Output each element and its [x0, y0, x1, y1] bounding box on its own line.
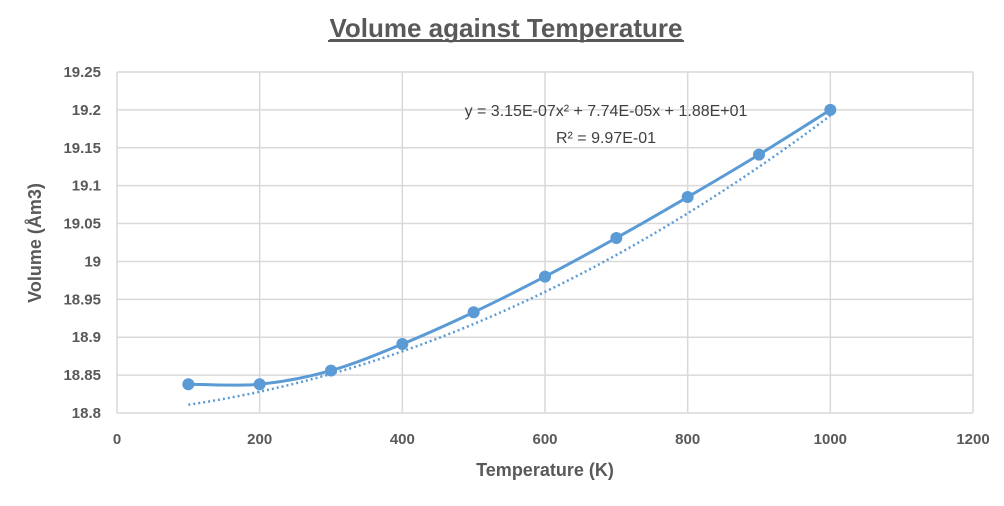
gridlines	[116, 71, 974, 414]
x-tick-label: 0	[113, 431, 121, 448]
data-point-marker	[253, 378, 266, 391]
data-point-marker	[182, 378, 195, 391]
x-tick-label: 200	[247, 431, 272, 448]
data-point-marker	[753, 148, 765, 161]
y-tick-label: 18.9	[72, 329, 101, 346]
data-point-marker	[325, 364, 337, 377]
data-point-marker	[610, 231, 623, 244]
data-point-marker	[396, 338, 409, 351]
data-point-marker	[824, 103, 837, 116]
x-tick-label: 1000	[814, 431, 847, 448]
x-axis-title: Temperature (K)	[476, 460, 614, 480]
trendline-r-squared: R² = 9.97E-01	[556, 130, 656, 147]
marker-layer	[182, 103, 837, 391]
series-line	[188, 108, 832, 387]
y-tick-label: 18.85	[63, 367, 101, 384]
chart-title: Volume against Temperature	[329, 13, 682, 43]
data-point-marker	[681, 191, 694, 204]
y-tick-label: 19.25	[63, 64, 101, 81]
y-tick-label: 19.15	[63, 140, 101, 157]
y-tick-label: 19	[84, 253, 101, 270]
y-tick-label: 19.2	[72, 102, 101, 119]
data-point-marker	[539, 270, 551, 283]
series-layer	[188, 108, 832, 387]
trendline-equation: y = 3.15E-07x² + 7.74E-05x + 1.88E+01	[465, 103, 748, 120]
y-axis-title: Volume (Åm3)	[25, 183, 45, 303]
y-tick-label: 19.1	[72, 178, 101, 195]
x-tick-label: 400	[390, 431, 415, 448]
trendline-path	[188, 114, 832, 406]
y-tick-label: 18.95	[63, 291, 101, 308]
x-tick-labels: 0 200 400 600 800 1000 1200	[113, 431, 990, 448]
x-tick-label: 600	[532, 431, 557, 448]
x-tick-label: 1200	[956, 431, 989, 448]
data-point-marker	[467, 306, 480, 319]
y-tick-label: 19.05	[63, 216, 101, 233]
y-tick-label: 18.8	[72, 405, 101, 422]
trendline-layer	[188, 114, 832, 406]
x-tick-label: 800	[675, 431, 700, 448]
y-tick-labels: 18.8 18.85 18.9 18.95 19 19.05 19.1 19.15 19.2 19…	[63, 64, 101, 422]
